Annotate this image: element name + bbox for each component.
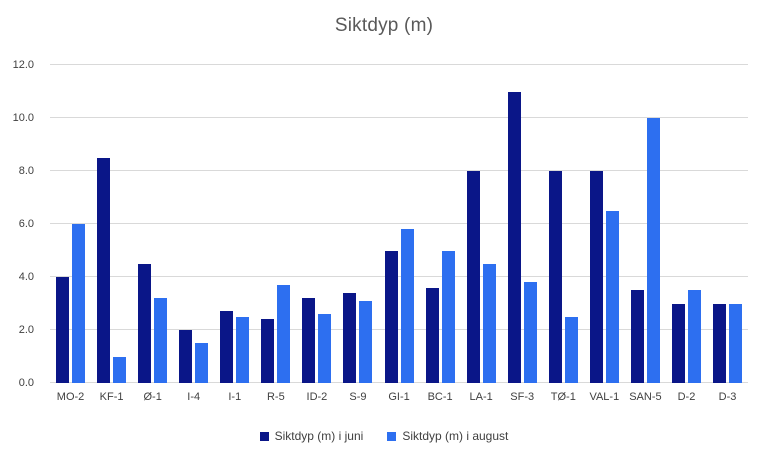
bar-siktdyp-m-i-juni [56, 277, 70, 383]
x-tick-label: BC-1 [427, 391, 453, 403]
y-tick-label: 2.0 [18, 324, 34, 336]
legend: Siktdyp (m) i juni Siktdyp (m) i august [0, 429, 768, 443]
chart-title: Siktdyp (m) [334, 15, 434, 36]
bar-siktdyp-m-i-august [400, 229, 414, 383]
bar-group [255, 65, 296, 383]
bar-group [543, 65, 584, 383]
bar-siktdyp-m-i-juni [466, 171, 480, 383]
gridline [50, 329, 748, 330]
bar-siktdyp-m-i-august [482, 263, 496, 383]
y-tick-label: 10.0 [12, 112, 34, 124]
x-tick-label: SF-3 [510, 391, 535, 403]
bar-siktdyp-m-i-juni [507, 91, 521, 383]
x-tick-label: MO-2 [56, 391, 85, 403]
bar-siktdyp-m-i-august [687, 290, 701, 383]
bar-siktdyp-m-i-juni [302, 298, 316, 383]
bar-group [132, 65, 173, 383]
bar-group [214, 65, 255, 383]
x-tick-label: LA-1 [469, 391, 493, 403]
y-tick-label: 4.0 [18, 271, 34, 283]
bar-siktdyp-m-i-juni [261, 319, 275, 383]
bar-group [420, 65, 461, 383]
legend-swatch-icon [387, 431, 397, 441]
bar-siktdyp-m-i-juni [343, 292, 357, 383]
plot-area [50, 64, 748, 383]
bar-group [461, 65, 502, 383]
bar-group [379, 65, 420, 383]
bar-group [584, 65, 625, 383]
bar-siktdyp-m-i-august [318, 314, 332, 383]
bar-group [625, 65, 666, 383]
bar-group [502, 65, 543, 383]
gridline [50, 64, 748, 65]
x-tick-label: S-9 [349, 391, 367, 403]
legend-item: Siktdyp (m) i juni [259, 429, 364, 443]
bar-siktdyp-m-i-august [523, 282, 537, 383]
bar-group [91, 65, 132, 383]
bar-siktdyp-m-i-juni [671, 303, 685, 383]
bar-siktdyp-m-i-august [277, 284, 291, 383]
y-tick-label: 8.0 [18, 165, 34, 177]
bar-siktdyp-m-i-juni [425, 287, 439, 383]
x-tick-label: ID-2 [306, 391, 328, 403]
gridline [50, 223, 748, 224]
gridline [50, 117, 748, 118]
x-tick-label: Ø-1 [143, 391, 162, 403]
bar-siktdyp-m-i-juni [548, 171, 562, 383]
gridline [50, 276, 748, 277]
bar-group [707, 65, 748, 383]
bar-siktdyp-m-i-august [72, 224, 86, 383]
bar-siktdyp-m-i-august [359, 300, 373, 383]
bar-group [173, 65, 214, 383]
x-tick-label: I-1 [228, 391, 242, 403]
bar-siktdyp-m-i-juni [138, 263, 152, 383]
bar-siktdyp-m-i-juni [220, 311, 234, 383]
y-tick-label: 6.0 [18, 218, 34, 230]
legend-item: Siktdyp (m) i august [387, 429, 508, 443]
bar-siktdyp-m-i-juni [384, 250, 398, 383]
x-tick-label: I-4 [187, 391, 201, 403]
bar-siktdyp-m-i-juni [179, 330, 193, 383]
bar-siktdyp-m-i-august [154, 298, 168, 383]
y-tick-label: 0.0 [18, 377, 34, 389]
bar-groups [50, 65, 748, 383]
bar-group [666, 65, 707, 383]
x-tick-label: D-2 [677, 391, 696, 403]
x-tick-label: R-5 [266, 391, 285, 403]
bar-siktdyp-m-i-august [729, 303, 743, 383]
y-axis: 0.0 2.0 4.0 6.0 8.0 10.0 12.0 [0, 59, 42, 389]
legend-label: Siktdyp (m) i juni [274, 429, 364, 443]
bar-siktdyp-m-i-august [646, 118, 660, 383]
legend-swatch-icon [259, 431, 269, 441]
x-tick-label: GI-1 [388, 391, 410, 403]
legend-label: Siktdyp (m) i august [402, 429, 509, 443]
x-tick-label: KF-1 [99, 391, 124, 403]
bar-group [50, 65, 91, 383]
x-tick-label: D-3 [718, 391, 737, 403]
gridline [50, 170, 748, 171]
bar-siktdyp-m-i-august [564, 316, 578, 383]
bar-siktdyp-m-i-juni [589, 171, 603, 383]
y-tick-label: 12.0 [12, 59, 34, 71]
bar-group [337, 65, 378, 383]
x-axis: MO-2 KF-1 Ø-1 I-4 I-1 R-5 ID-2 S-9 GI-1 BC-1 LA-1 S… [50, 391, 748, 403]
bar-group [296, 65, 337, 383]
x-tick-label: TØ-1 [550, 391, 576, 403]
bar-siktdyp-m-i-august [195, 343, 209, 383]
bar-siktdyp-m-i-juni [97, 157, 111, 383]
bar-siktdyp-m-i-august [441, 250, 455, 383]
x-tick-label: VAL-1 [589, 391, 620, 403]
gridline [50, 382, 748, 383]
bar-siktdyp-m-i-juni [713, 303, 727, 383]
x-tick-label: SAN-5 [629, 391, 662, 403]
bar-siktdyp-m-i-august [236, 316, 250, 383]
bar-siktdyp-m-i-august [605, 210, 619, 383]
bar-siktdyp-m-i-juni [630, 290, 644, 383]
bar-siktdyp-m-i-august [113, 356, 127, 383]
